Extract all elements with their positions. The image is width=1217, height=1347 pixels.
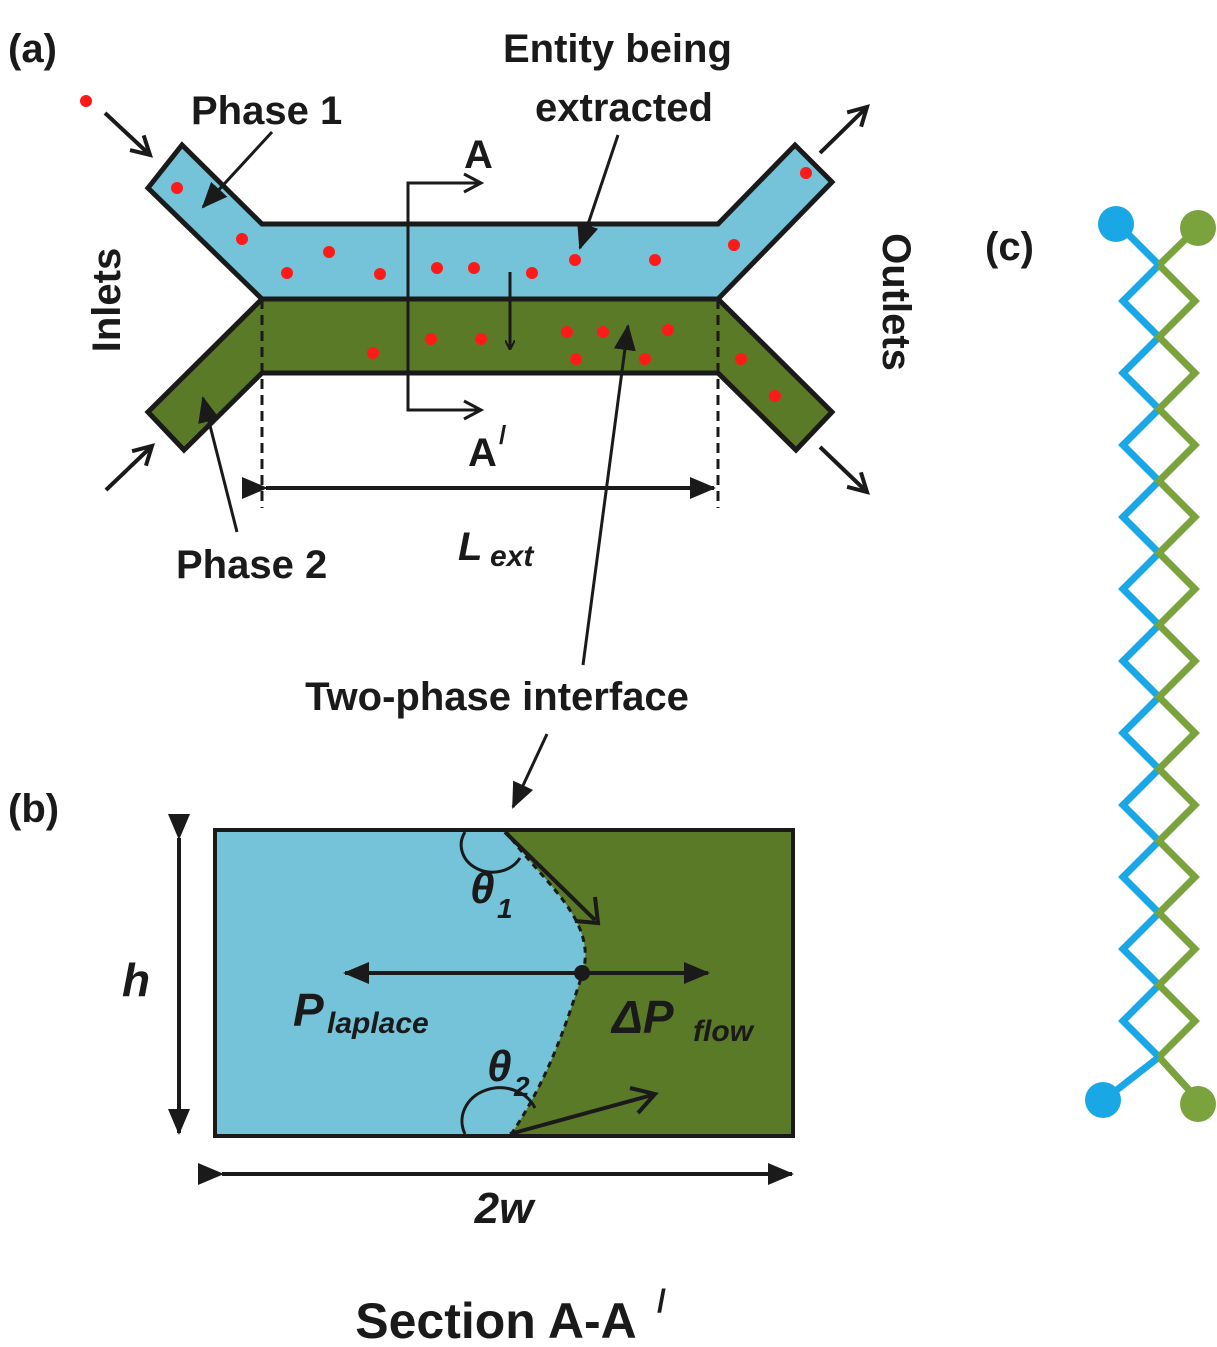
- height-label: h: [122, 954, 150, 1006]
- dp-flow-subscript: flow: [693, 1015, 755, 1048]
- outlet-arrow-top: [818, 107, 867, 155]
- theta1-arc: [459, 831, 522, 874]
- panel-c-label: (c): [985, 225, 1034, 269]
- length-symbol: L: [458, 525, 482, 569]
- interface-point: [574, 965, 590, 981]
- theta2-tangent-head: [629, 1086, 659, 1115]
- inlet-arrow-bottom: [104, 446, 152, 492]
- p-laplace-symbol: P: [293, 984, 324, 1036]
- phase1-inlet-port: [1098, 206, 1134, 242]
- interface-pointer-b: [511, 733, 549, 809]
- entity-label-line1: Entity being: [503, 27, 732, 71]
- outlets-label: Outlets: [874, 233, 918, 371]
- interface-label: Two-phase interface: [305, 675, 689, 719]
- section-line: [406, 181, 478, 412]
- entity-label-line2: extracted: [535, 86, 713, 130]
- section-arrowhead-top: [463, 172, 485, 194]
- serpentine-channels: [1085, 206, 1216, 1122]
- outlet-arrow-bottom: [818, 445, 867, 492]
- theta1-subscript: 1: [497, 893, 513, 924]
- phase1-section: [215, 830, 586, 1136]
- entity-pointer: [577, 134, 620, 250]
- inlet-arrow-top: [103, 111, 150, 155]
- panel-c: (c): [985, 206, 1216, 1122]
- section-label-a-prime: A: [468, 431, 497, 475]
- section-title: Section A-A: [355, 1293, 637, 1347]
- phase1-serpentine: [1118, 262, 1164, 1060]
- phase1-pointer: [201, 130, 274, 209]
- theta1-symbol: θ: [470, 864, 495, 913]
- phase2-channel: [144, 296, 836, 454]
- theta2-tangent-arrow: [509, 1093, 653, 1136]
- section-title-prime-mark: /: [657, 1283, 666, 1319]
- theta1-tangent-arrow: [503, 830, 597, 922]
- panel-a: (a): [8, 27, 918, 809]
- section-label-a: A: [464, 133, 493, 177]
- phase2-pointer: [198, 396, 239, 533]
- phase1-label: Phase 1: [191, 89, 342, 133]
- theta2-symbol: θ: [487, 1042, 512, 1091]
- length-subscript: ext: [490, 540, 535, 573]
- meniscus-interface: [503, 829, 587, 1137]
- extracted-entity-particles: [80, 95, 812, 402]
- p-laplace-subscript: laplace: [327, 1007, 429, 1040]
- panel-b-label: (b): [8, 787, 59, 831]
- dp-flow-symbol: ΔP: [610, 991, 674, 1043]
- width-label: 2w: [474, 1184, 536, 1233]
- phase2-outlet-port: [1180, 1086, 1216, 1122]
- theta2-arc: [460, 1086, 537, 1135]
- panel-a-label: (a): [8, 27, 57, 71]
- phase2-inlet-port: [1180, 210, 1216, 246]
- section-outline: [213, 828, 795, 1138]
- phase2-serpentine: [1154, 262, 1200, 1060]
- phase2-label: Phase 2: [176, 543, 327, 587]
- phase1-outlet-port: [1085, 1082, 1121, 1118]
- section-arrowhead-bottom: [463, 399, 485, 421]
- theta1-tangent-head: [574, 896, 601, 926]
- interface-pointer: [581, 324, 636, 666]
- inlets-label: Inlets: [85, 248, 129, 352]
- theta2-subscript: 2: [513, 1071, 530, 1102]
- section-label-prime-mark: /: [499, 420, 506, 450]
- panel-b: (b) θ 1 θ 2 P laplace ΔP flow h 2w Secti…: [8, 787, 795, 1347]
